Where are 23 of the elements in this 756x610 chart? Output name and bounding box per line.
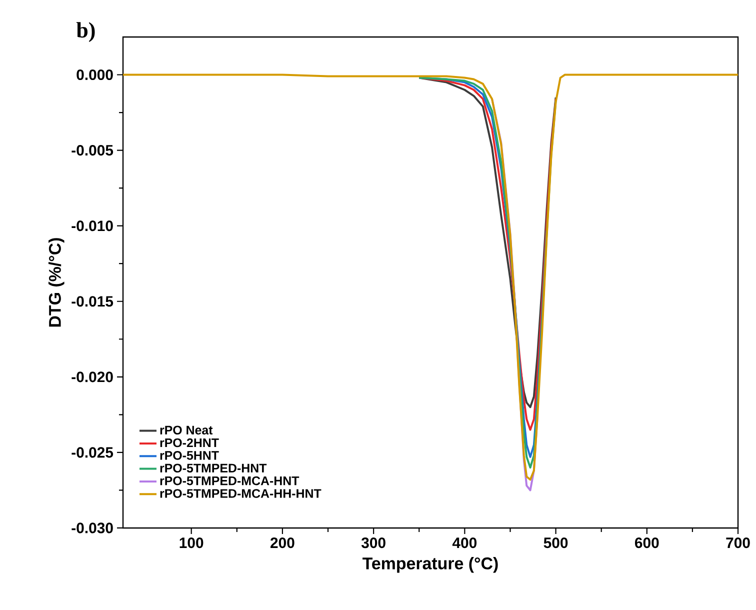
y-tick-label: -0.010 — [72, 220, 113, 232]
legend-label: rPO-5HNT — [160, 451, 219, 460]
x-tick-label: 600 — [634, 538, 659, 548]
legend-label: rPO-5TMPED-MCA-HH-HNT — [160, 489, 322, 498]
x-tick-label: 700 — [726, 538, 750, 548]
x-tick-label: 400 — [452, 538, 477, 548]
y-axis-title: DTG (%/°C) — [48, 238, 64, 327]
y-tick-label: 0.000 — [76, 69, 113, 80]
x-tick-label: 200 — [270, 538, 294, 548]
x-axis-title: Temperature (°C) — [362, 556, 498, 573]
y-tick-label: -0.030 — [72, 522, 113, 534]
x-tick-label: 500 — [544, 538, 568, 548]
y-tick-label: -0.020 — [72, 372, 113, 382]
y-tick-label: -0.025 — [72, 447, 114, 458]
y-tick-label: -0.015 — [72, 296, 114, 307]
y-tick-label: -0.005 — [72, 144, 114, 156]
x-tick-label: 100 — [180, 538, 204, 548]
x-tick-label: 300 — [361, 538, 386, 548]
legend-label: rPO-5TMPED-MCA-HNT — [160, 476, 300, 486]
legend-label: rPO-2HNT — [160, 438, 219, 448]
text: b) — [76, 22, 95, 42]
legend-label: rPO Neat — [160, 426, 213, 435]
legend-label: rPO-5TMPED-HNT — [160, 464, 267, 473]
